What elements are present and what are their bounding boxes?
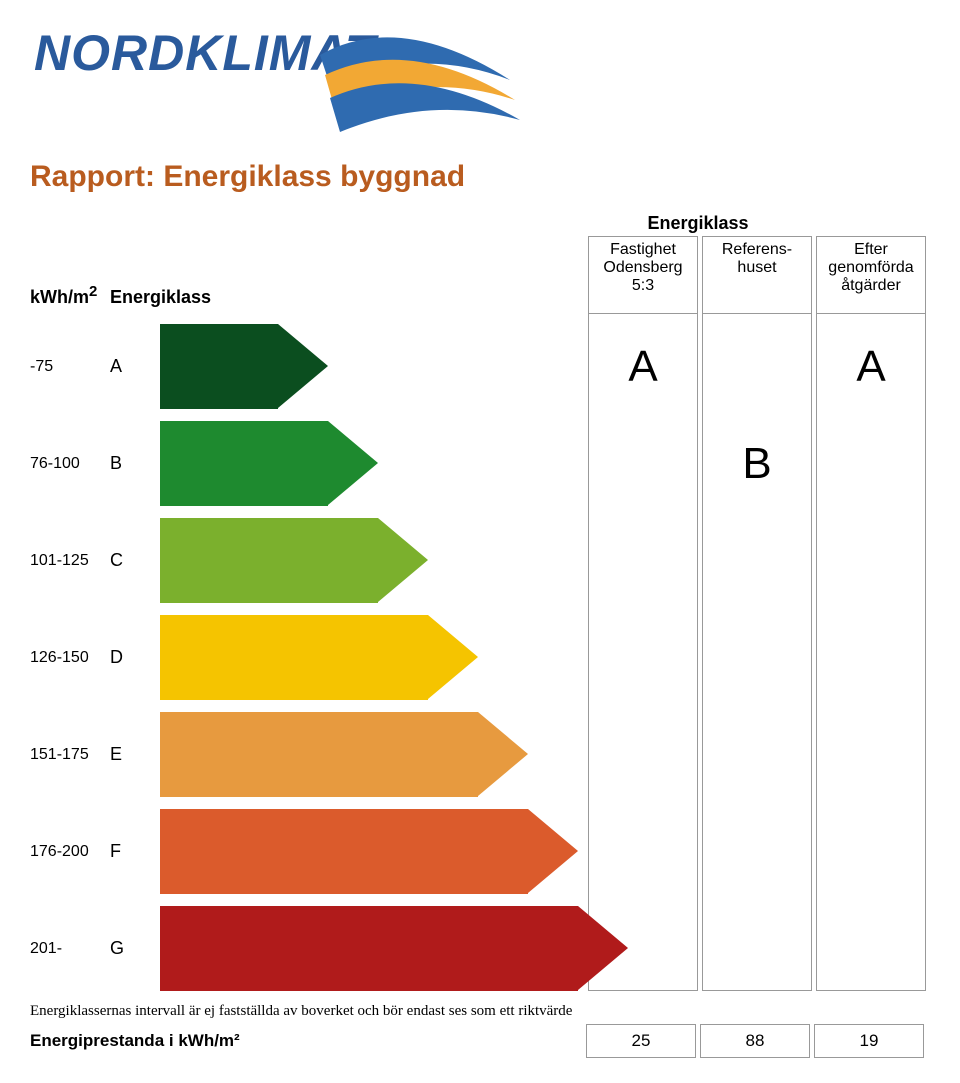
header-col2-l1: Referens-: [722, 241, 792, 258]
value-col2: [702, 312, 812, 409]
header-kwh: kWh/m2: [30, 283, 110, 314]
energy-row-f: 176-200F: [30, 809, 930, 894]
value-col1: [588, 797, 698, 894]
class-letter: D: [110, 615, 160, 700]
arrow: [160, 615, 588, 700]
arrow: [160, 712, 588, 797]
value-col3: [816, 603, 926, 700]
value-col2: [702, 603, 812, 700]
energy-row-g: 201-G: [30, 906, 930, 991]
class-letter: A: [110, 324, 160, 409]
arrow: [160, 324, 588, 409]
header-col2-l2: huset: [737, 259, 776, 276]
class-letter: C: [110, 518, 160, 603]
logo: NORDKLIMAT: [30, 20, 930, 150]
range-label: 126-150: [30, 615, 110, 700]
chart-header: kWh/m2 Energiklass Energiklass Fastighet…: [30, 224, 930, 314]
value-col2: [702, 797, 812, 894]
energy-row-e: 151-175E: [30, 712, 930, 797]
value-col3: [816, 409, 926, 506]
header-col1: Energiklass Fastighet Odensberg 5:3: [588, 236, 698, 314]
class-letter: F: [110, 809, 160, 894]
value-col1: [588, 506, 698, 603]
header-kwh-sup: 2: [89, 283, 97, 300]
header-col3: Efter genomförda åtgärder: [816, 236, 926, 314]
footer-row: Energiprestanda i kWh/m² 25 88 19: [30, 1024, 930, 1058]
header-col3-l2: genomförda: [828, 259, 913, 276]
value-col1: [588, 409, 698, 506]
header-col3-l3: åtgärder: [841, 277, 901, 294]
header-energiklass: Energiklass: [110, 287, 218, 314]
range-label: 201-: [30, 906, 110, 991]
energy-row-b: 76-100BB: [30, 421, 930, 506]
header-col2: Referens- huset: [702, 236, 812, 314]
logo-swoosh-icon: [310, 20, 530, 150]
arrow: [160, 906, 588, 991]
value-col3: [816, 700, 926, 797]
value-col3: [816, 894, 926, 991]
header-col1-l2: Odensberg: [603, 259, 682, 276]
class-letter: E: [110, 712, 160, 797]
range-label: 176-200: [30, 809, 110, 894]
value-col2: [702, 700, 812, 797]
range-label: -75: [30, 324, 110, 409]
value-col3: [816, 506, 926, 603]
energy-class-chart: kWh/m2 Energiklass Energiklass Fastighet…: [30, 224, 930, 1058]
range-label: 101-125: [30, 518, 110, 603]
value-col2: [702, 894, 812, 991]
footer-note: Energiklassernas intervall är ej faststä…: [30, 1003, 930, 1020]
header-col1-l1: Fastighet: [610, 241, 676, 258]
header-col3-l1: Efter: [854, 241, 888, 258]
class-letter: G: [110, 906, 160, 991]
footer-v1: 25: [586, 1024, 696, 1058]
value-col1: [588, 700, 698, 797]
footer-v2: 88: [700, 1024, 810, 1058]
header-col1-l3: 5:3: [632, 277, 654, 294]
footer-v3: 19: [814, 1024, 924, 1058]
value-col2: [702, 506, 812, 603]
energy-row-d: 126-150D: [30, 615, 930, 700]
value-col2: B: [702, 409, 812, 506]
arrow: [160, 809, 588, 894]
page-title: Rapport: Energiklass byggnad: [30, 160, 930, 194]
range-label: 76-100: [30, 421, 110, 506]
energy-row-a: -75AAA: [30, 324, 930, 409]
class-letter: B: [110, 421, 160, 506]
value-col3: [816, 797, 926, 894]
range-label: 151-175: [30, 712, 110, 797]
header-group-label: Energiklass: [585, 213, 811, 234]
value-col1: [588, 603, 698, 700]
arrow: [160, 421, 588, 506]
energy-row-c: 101-125C: [30, 518, 930, 603]
value-col3: A: [816, 312, 926, 409]
value-col1: A: [588, 312, 698, 409]
arrow: [160, 518, 588, 603]
footer-label: Energiprestanda i kWh/m²: [30, 1031, 586, 1051]
header-kwh-text: kWh/m: [30, 287, 89, 307]
